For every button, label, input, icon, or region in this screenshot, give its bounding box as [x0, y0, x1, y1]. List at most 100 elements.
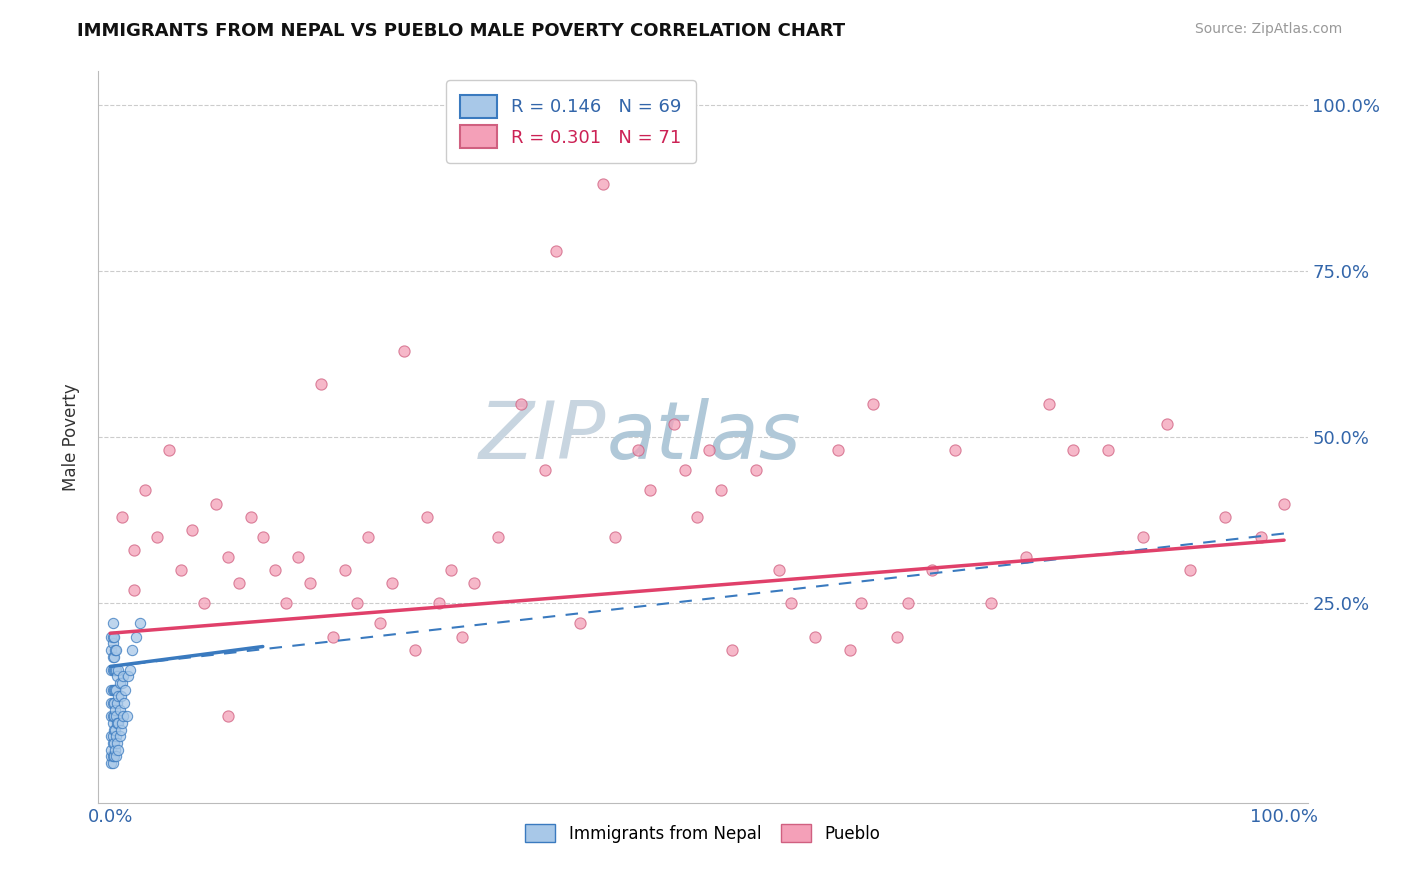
Point [510, 397, 533, 411]
Point [111, 716, 134, 731]
Point [101, 630, 124, 644]
Point [105, 709, 128, 723]
Point [252, 530, 274, 544]
Point [1097, 443, 1119, 458]
Point [1015, 549, 1038, 564]
Point [745, 463, 768, 477]
Point [128, 616, 150, 631]
Point [107, 690, 129, 704]
Point [851, 596, 873, 610]
Point [105, 736, 128, 750]
Point [1272, 497, 1295, 511]
Point [103, 682, 125, 697]
Point [103, 723, 125, 737]
Point [101, 729, 124, 743]
Point [673, 463, 696, 477]
Point [104, 682, 127, 697]
Point [100, 682, 122, 697]
Point [311, 376, 333, 391]
Point [101, 649, 124, 664]
Point [486, 530, 509, 544]
Point [121, 643, 143, 657]
Point [103, 630, 125, 644]
Point [114, 682, 136, 697]
Point [217, 709, 239, 723]
Point [169, 563, 191, 577]
Point [662, 417, 685, 431]
Point [100, 742, 122, 756]
Point [346, 596, 368, 610]
Point [105, 663, 128, 677]
Point [122, 543, 145, 558]
Point [827, 443, 849, 458]
Point [101, 663, 124, 677]
Point [1180, 563, 1202, 577]
Point [105, 749, 128, 764]
Point [686, 509, 709, 524]
Point [1215, 509, 1237, 524]
Point [134, 483, 156, 498]
Point [463, 576, 485, 591]
Point [101, 682, 124, 697]
Point [107, 663, 129, 677]
Point [103, 709, 125, 723]
Point [217, 549, 239, 564]
Point [105, 716, 128, 731]
Point [115, 709, 138, 723]
Point [897, 596, 920, 610]
Point [627, 443, 650, 458]
Point [1156, 417, 1178, 431]
Point [357, 530, 380, 544]
Point [103, 696, 125, 710]
Point [104, 643, 127, 657]
Point [287, 549, 309, 564]
Point [101, 749, 124, 764]
Point [1062, 443, 1084, 458]
Point [108, 729, 131, 743]
Legend: Immigrants from Nepal, Pueblo: Immigrants from Nepal, Pueblo [519, 818, 887, 849]
Point [980, 596, 1002, 610]
Point [101, 616, 124, 631]
Point [105, 643, 128, 657]
Point [111, 676, 134, 690]
Point [105, 696, 128, 710]
Point [298, 576, 321, 591]
Point [392, 343, 415, 358]
Point [416, 509, 439, 524]
Point [104, 723, 127, 737]
Point [107, 716, 129, 731]
Point [103, 736, 125, 750]
Point [101, 636, 124, 650]
Point [100, 709, 122, 723]
Point [322, 630, 344, 644]
Point [100, 630, 122, 644]
Point [1250, 530, 1272, 544]
Point [105, 669, 128, 683]
Point [110, 723, 132, 737]
Point [111, 509, 134, 524]
Point [381, 576, 404, 591]
Point [103, 749, 125, 764]
Point [112, 669, 135, 683]
Point [107, 742, 129, 756]
Point [105, 729, 128, 743]
Point [945, 443, 967, 458]
Point [427, 596, 450, 610]
Point [181, 523, 204, 537]
Point [125, 630, 148, 644]
Point [333, 563, 356, 577]
Y-axis label: Male Poverty: Male Poverty [62, 384, 80, 491]
Point [921, 563, 943, 577]
Point [100, 643, 122, 657]
Text: atlas: atlas [606, 398, 801, 476]
Text: IMMIGRANTS FROM NEPAL VS PUEBLO MALE POVERTY CORRELATION CHART: IMMIGRANTS FROM NEPAL VS PUEBLO MALE POV… [77, 22, 845, 40]
Point [451, 630, 474, 644]
Point [100, 729, 122, 743]
Point [117, 669, 139, 683]
Point [603, 530, 626, 544]
Point [862, 397, 884, 411]
Point [104, 703, 127, 717]
Point [100, 749, 122, 764]
Point [568, 616, 591, 631]
Point [803, 630, 825, 644]
